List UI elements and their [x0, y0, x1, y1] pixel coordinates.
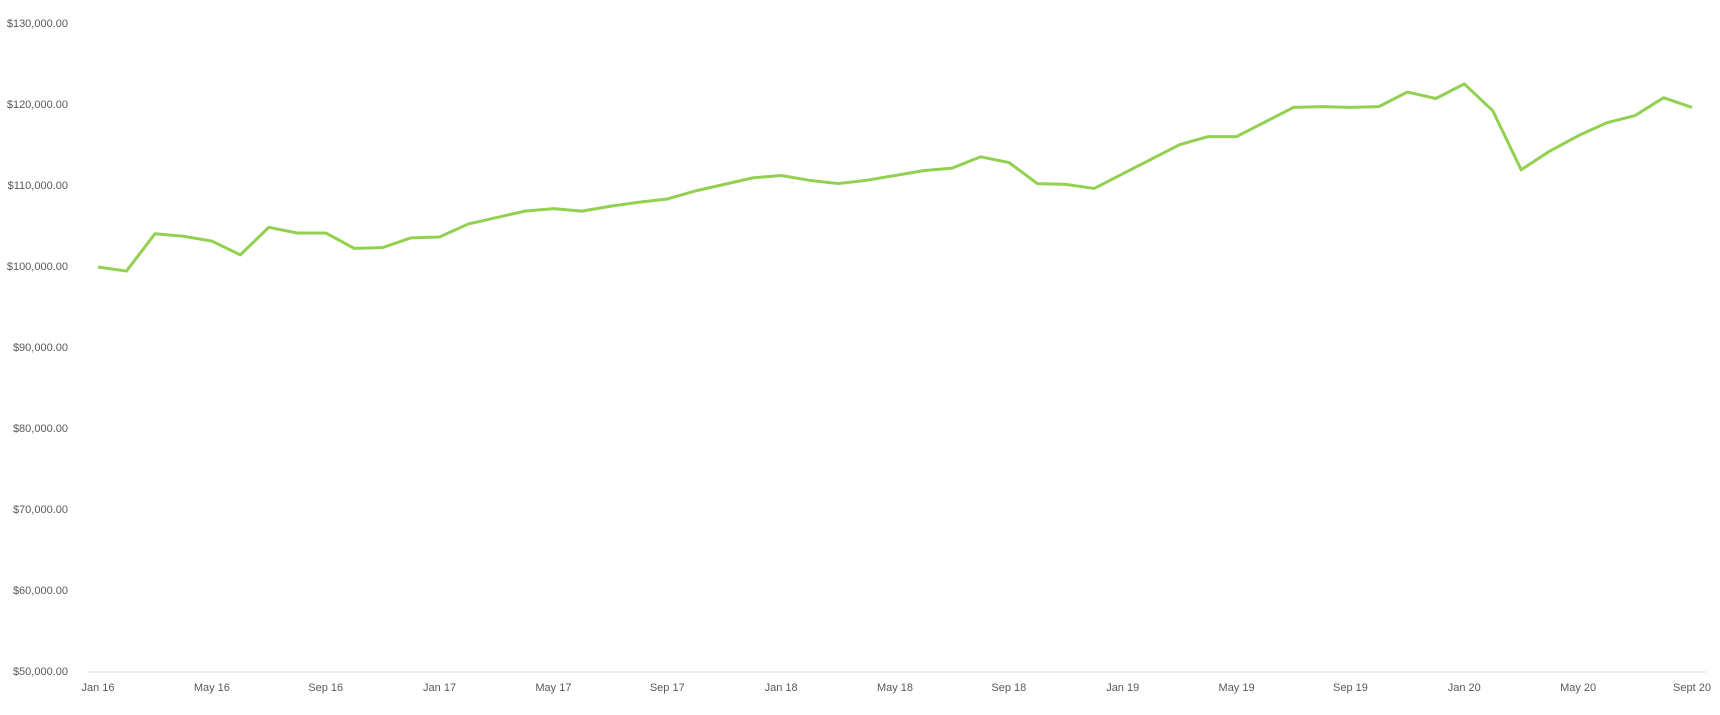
x-tick-label: Jan 17	[423, 682, 456, 694]
x-tick-label: Jan 19	[1106, 682, 1139, 694]
y-tick-label: $90,000.00	[13, 342, 68, 354]
x-tick-label: Sep 16	[308, 682, 343, 694]
x-tick-label: Sept 20	[1673, 682, 1711, 694]
y-tick-label: $110,000.00	[8, 180, 68, 192]
y-tick-label: $70,000.00	[13, 504, 68, 516]
x-tick-label: May 16	[194, 682, 230, 694]
y-tick-label: $100,000.00	[7, 261, 68, 273]
y-tick-label: $50,000.00	[13, 666, 68, 678]
x-tick-label: Jan 16	[81, 682, 114, 694]
y-tick-label: $120,000.00	[7, 99, 68, 111]
y-tick-label: $60,000.00	[13, 585, 68, 597]
y-tick-label: $80,000.00	[13, 423, 68, 435]
x-tick-label: Sep 18	[991, 682, 1026, 694]
y-tick-label: $130,000.00	[7, 18, 68, 30]
x-tick-label: Sep 17	[650, 682, 685, 694]
x-tick-label: May 17	[535, 682, 571, 694]
x-tick-label: May 18	[877, 682, 913, 694]
x-tick-label: May 19	[1219, 682, 1255, 694]
x-tick-label: Jan 20	[1448, 682, 1481, 694]
x-tick-label: Sep 19	[1333, 682, 1368, 694]
x-tick-label: Jan 18	[765, 682, 798, 694]
x-tick-label: May 20	[1560, 682, 1596, 694]
data-line	[97, 82, 1693, 273]
